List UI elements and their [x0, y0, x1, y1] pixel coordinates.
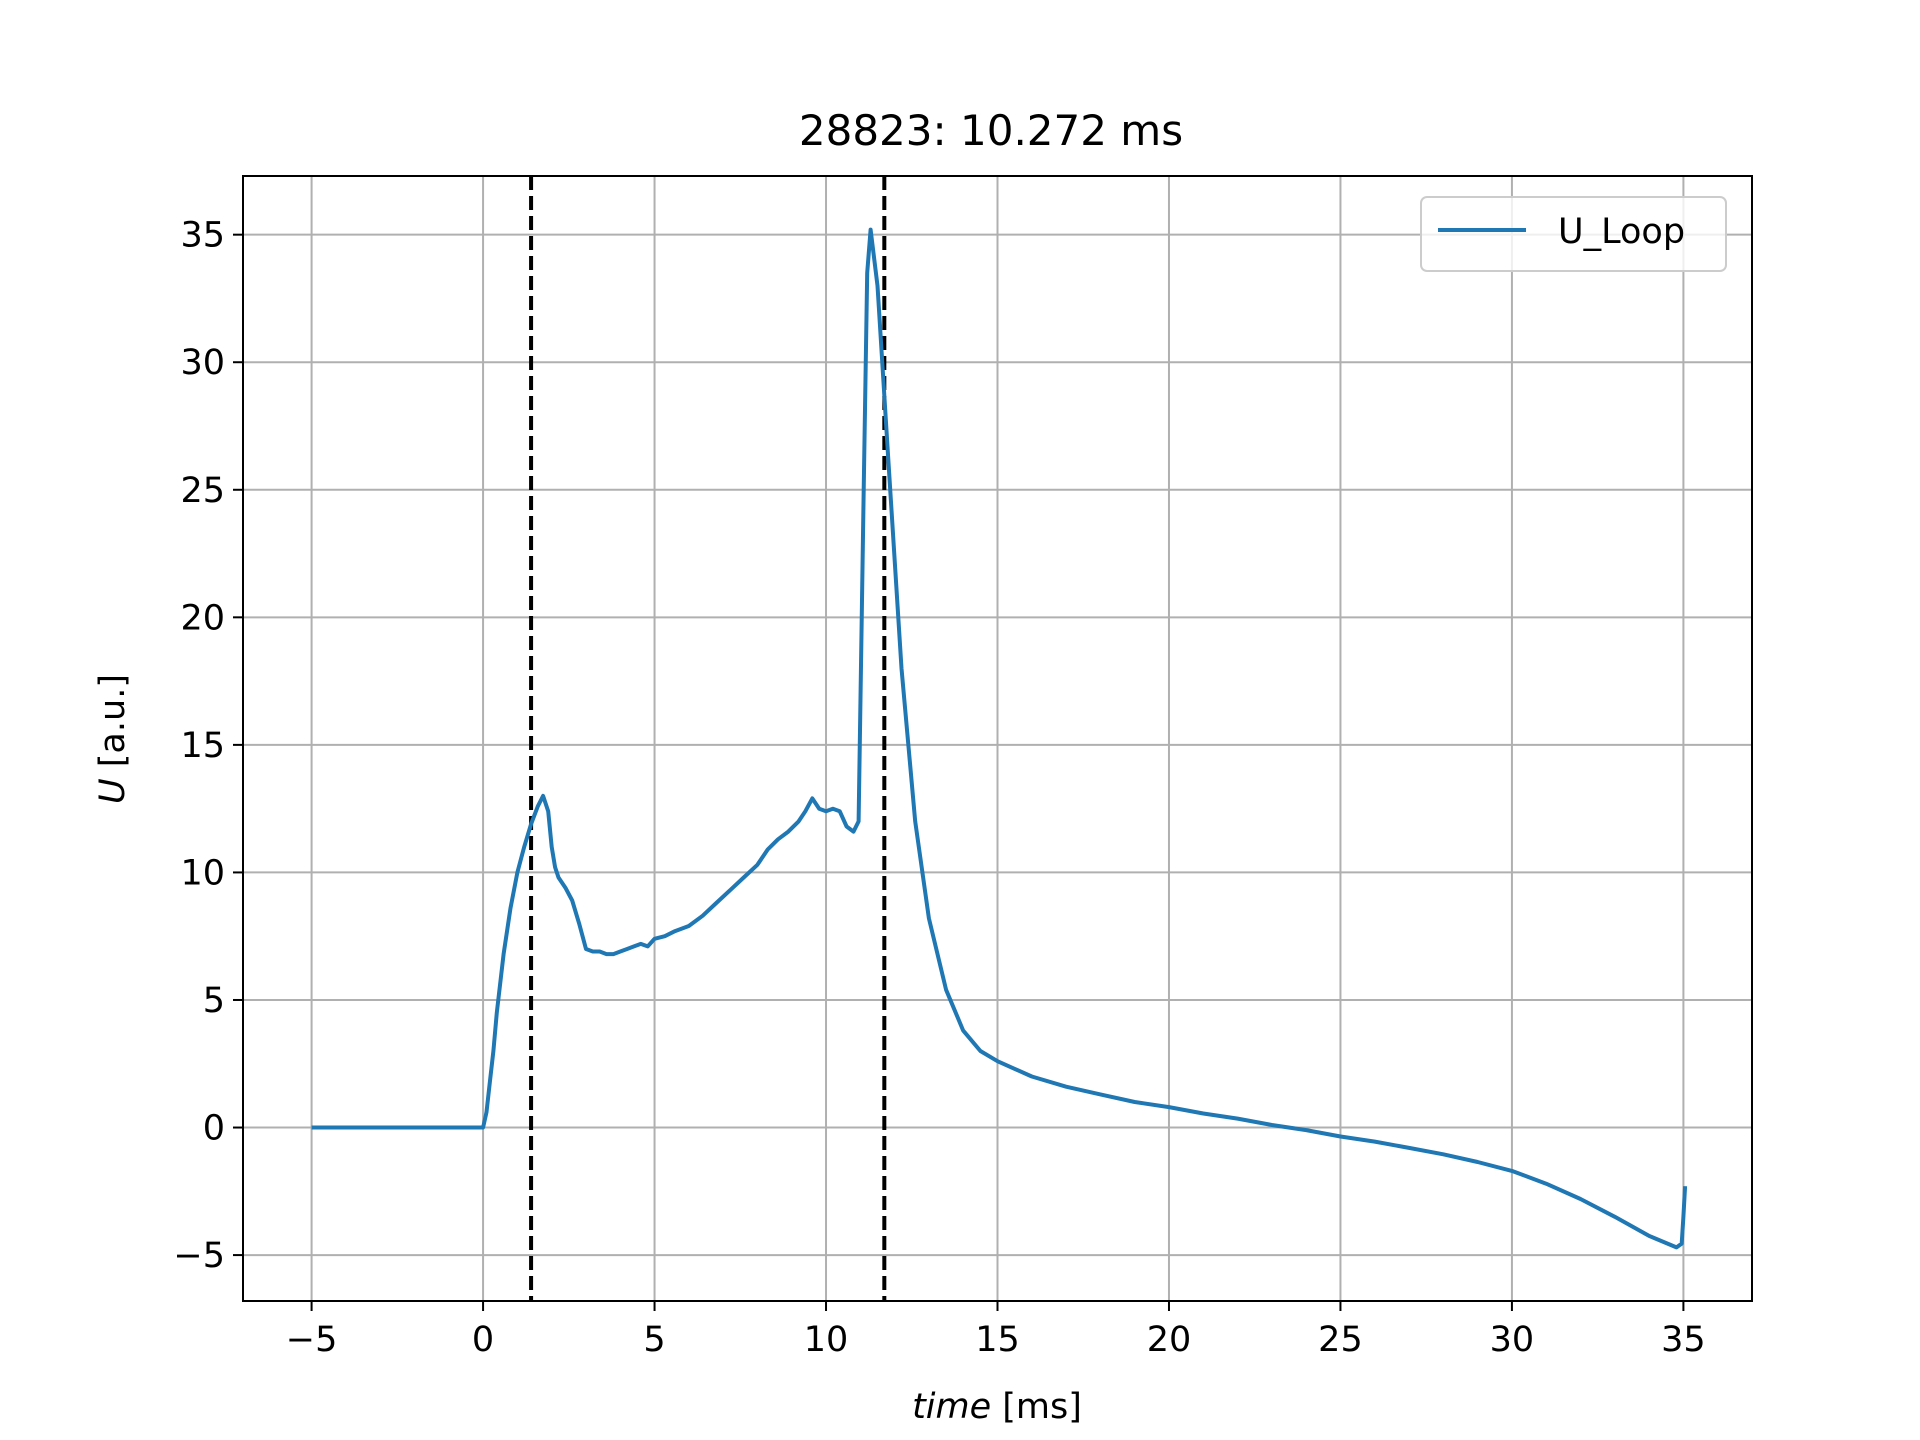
x-tick-label: 15: [975, 1320, 1020, 1360]
x-axis-ticks: −5 0 5 10 15 20 25 30 35: [286, 1301, 1706, 1360]
x-tick-label: 25: [1318, 1320, 1363, 1360]
chart-title: 28823: 10.272 ms: [799, 106, 1183, 155]
x-axis-label: time [ms]: [912, 1387, 1082, 1427]
x-tick-label: 10: [804, 1320, 849, 1360]
x-axis-label-italic: time: [912, 1387, 991, 1427]
y-tick-label: 15: [180, 726, 225, 766]
x-tick-label: 5: [643, 1320, 665, 1360]
series-line-u-loop: [311, 227, 1688, 1250]
grid-lines: [243, 176, 1752, 1301]
y-tick-label: 30: [180, 343, 225, 383]
legend-label-u-loop: U_Loop: [1558, 212, 1685, 252]
x-tick-label: 35: [1661, 1320, 1706, 1360]
y-tick-label: 25: [180, 471, 225, 511]
series-layer: [311, 227, 1688, 1250]
y-axis-label-italic: U: [93, 778, 133, 804]
y-tick-label: 10: [180, 853, 225, 893]
x-tick-label: −5: [286, 1320, 338, 1360]
y-axis-label: U [a.u.]: [93, 674, 133, 804]
y-tick-label: −5: [173, 1236, 225, 1276]
legend-box: [1420, 196, 1727, 272]
x-tick-label: 20: [1147, 1320, 1192, 1360]
x-axis-label-unit: [ms]: [991, 1387, 1082, 1427]
y-axis-ticks: −5 0 5 10 15 20 25 30 35: [173, 216, 243, 1276]
y-tick-label: 5: [203, 981, 225, 1021]
x-tick-label: 30: [1490, 1320, 1535, 1360]
x-tick-label: 0: [472, 1320, 494, 1360]
y-axis-label-unit: [a.u.]: [93, 674, 133, 778]
y-tick-label: 35: [180, 216, 225, 256]
y-tick-label: 0: [203, 1109, 225, 1149]
y-tick-label: 20: [180, 598, 225, 638]
legend: U_Loop: [1420, 196, 1727, 272]
